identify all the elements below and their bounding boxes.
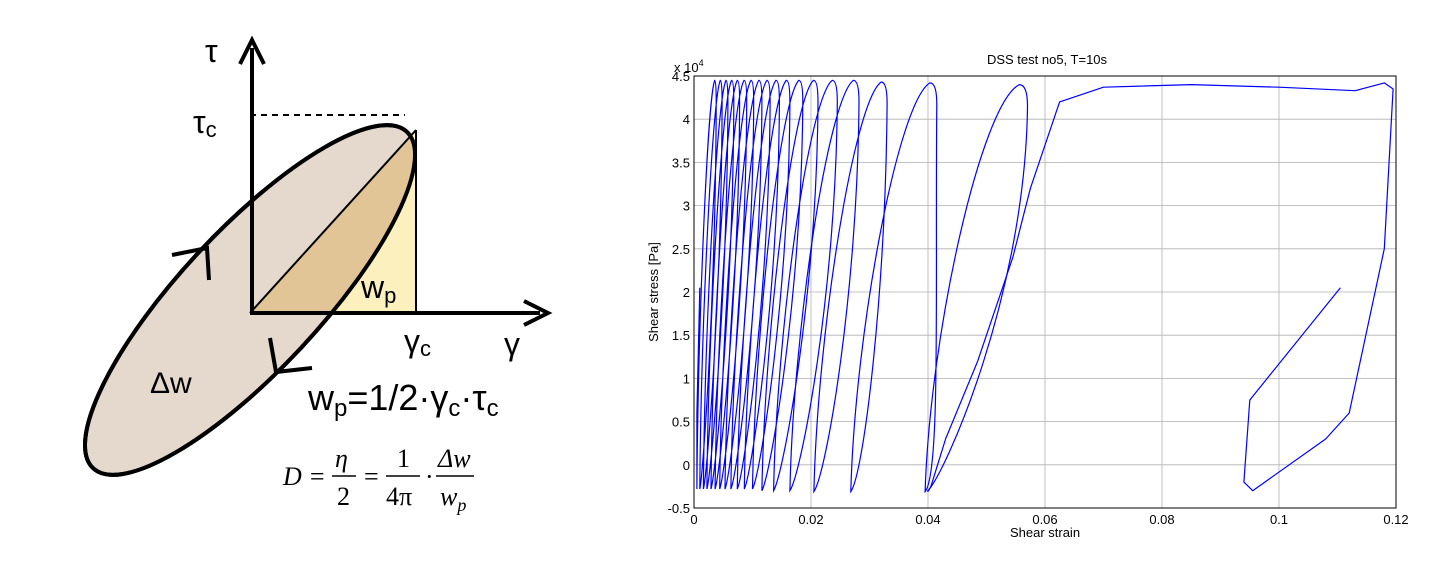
eta-denominator: 2 [337, 482, 350, 511]
y-tick-label: 2.5 [672, 242, 690, 257]
x-tick-label: 0 [690, 512, 697, 527]
y-tick-label: 4.5 [672, 69, 690, 84]
wp-label: wp [360, 269, 396, 308]
x-tick-label: 0.1 [1270, 512, 1288, 527]
hysteresis-ellipse-outline [82, 123, 418, 477]
final-cycle-line [927, 82, 1394, 492]
x-axis-label: Shear strain [1010, 525, 1080, 540]
tau-c-label: τc [193, 104, 217, 142]
wp-formula: wp=1/2·γc·τc [307, 377, 499, 422]
x-tick-label: 0.04 [915, 512, 940, 527]
y-tick-label: 3 [683, 199, 690, 214]
secant-line [249, 129, 417, 314]
four-pi-denominator: 4π [386, 482, 412, 511]
one-numerator: 1 [397, 444, 410, 473]
y-axis-label: Shear stress [Pa] [646, 242, 661, 342]
plot-frame [693, 75, 1397, 509]
unloading-direction-arrow-icon [268, 337, 313, 375]
dss-chart: DSS test no5, T=10s 0 0.02 0.04 0.06 0.08 0.1… [646, 52, 1409, 540]
delta-w-numerator: Δw [437, 444, 471, 473]
cyclic-loops-line [696, 79, 1029, 494]
damping-formula: D = η 2 = 1 4π · Δw wp [282, 444, 474, 515]
chart-series [696, 79, 1394, 494]
y-tick-label: 3.5 [672, 155, 690, 170]
y-tick-label: 1 [683, 371, 690, 386]
x-tick-label: 0.12 [1383, 512, 1408, 527]
y-tick-label: -0.5 [668, 501, 690, 516]
damping-lhs: D = [282, 462, 326, 491]
tau-label: τ [205, 33, 218, 69]
loading-direction-arrow-icon [171, 245, 211, 281]
y-tick-label: 0.5 [672, 415, 690, 430]
eta-numerator: η [335, 444, 348, 473]
x-tick-label: 0.08 [1149, 512, 1174, 527]
chart-grid [693, 75, 1397, 509]
wp-denominator: wp [440, 482, 466, 515]
chart-ticks: 0 0.02 0.04 0.06 0.08 0.1 0.12-0.500.511.522.5… [668, 69, 1409, 527]
x-tick-label: 0.06 [1032, 512, 1057, 527]
gamma-axis-arrow-icon [523, 299, 553, 327]
y-multiplier-label: x 104 [674, 58, 704, 75]
gamma-c-label: γc [404, 323, 431, 361]
gamma-label: γ [504, 326, 520, 362]
tau-axis-arrow-icon [238, 35, 266, 65]
y-tick-label: 4 [683, 112, 690, 127]
delta-w-label: Δw [150, 367, 192, 400]
x-tick-label: 0.02 [798, 512, 823, 527]
chart-title: DSS test no5, T=10s [987, 52, 1108, 67]
hysteresis-diagram: τ τc γ γc wp Δw wp=1/2·γc·τc D = η 2 = 1… [82, 33, 553, 515]
y-tick-label: 2 [683, 285, 690, 300]
y-tick-label: 1.5 [672, 328, 690, 343]
equals-sign: = [364, 462, 379, 491]
y-tick-label: 0 [683, 458, 690, 473]
cdot: · [425, 462, 434, 491]
